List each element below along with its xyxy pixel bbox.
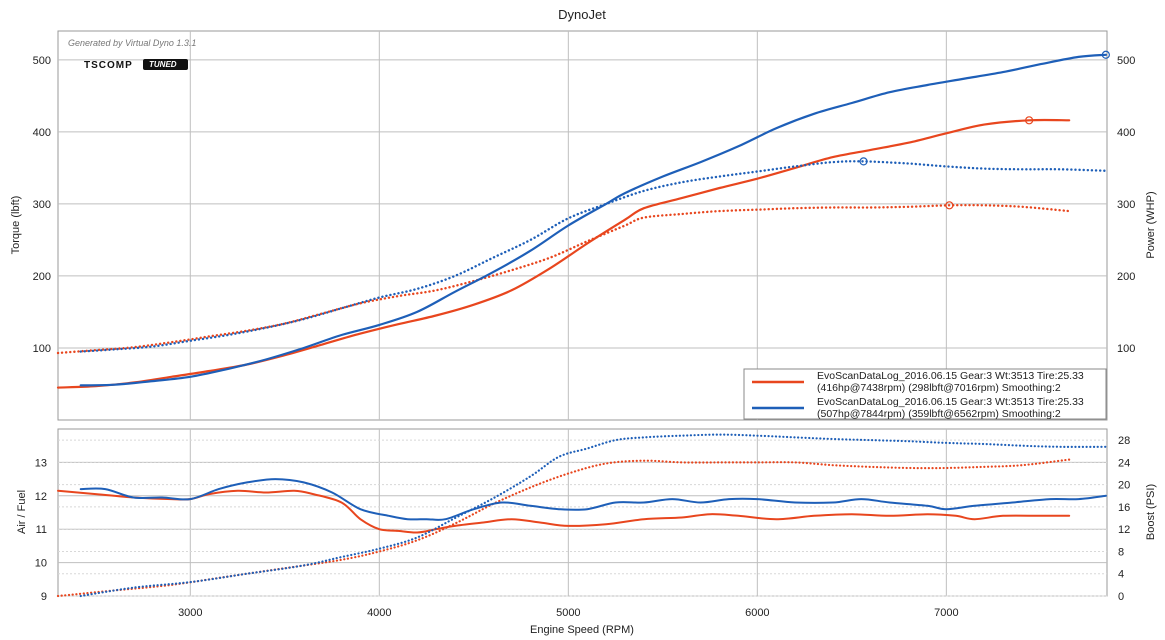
x-tick-labels: 3000 4000 5000 6000 7000 — [178, 607, 959, 619]
power-tick-200: 200 — [1117, 271, 1135, 283]
top-series-group — [56, 50, 1110, 389]
watermark-text: Generated by Virtual Dyno 1.3.1 — [68, 38, 196, 48]
logo-badge-text: TUNED — [149, 60, 177, 69]
legend-run1-line1: EvoScanDataLog_2016.06.15 Gear:3 Wt:3513… — [817, 370, 1084, 382]
tscomp-logo: TSCOMP TUNED — [84, 59, 188, 71]
torque-axis-label: Torque (lbft) — [10, 196, 22, 255]
series-run-1-torque — [56, 203, 1071, 355]
top-panel: 100 100 200 200 300 300 400 400 500 500 Generated… — [10, 30, 1157, 421]
boost-tick-4: 4 — [1118, 569, 1124, 581]
bottom-gridlines — [58, 429, 1107, 597]
power-axis-label: Power (WHP) — [1145, 191, 1157, 258]
boost-tick-20: 20 — [1118, 480, 1130, 492]
bottom-plot-area — [57, 428, 1108, 597]
afr-tick-11: 11 — [36, 524, 47, 536]
x-tick-3000: 3000 — [178, 607, 202, 619]
top-tick-labels: 100 100 200 200 300 300 400 400 500 500 — [33, 55, 1136, 355]
afr-tick-12: 12 — [35, 491, 47, 503]
top-plot-area — [57, 30, 1108, 421]
torque-tick-500: 500 — [33, 55, 51, 67]
afr-tick-9: 9 — [41, 591, 47, 603]
logo-badge — [143, 59, 188, 70]
afr-tick-10: 10 — [35, 558, 47, 570]
legend-box — [743, 368, 1107, 420]
series-run-2-power — [79, 53, 1107, 387]
top-gridlines — [58, 31, 1107, 420]
bottom-panel: 9 10 11 12 13 0 4 8 12 16 20 24 28 Air / Fuel Boost … — [16, 428, 1157, 603]
peak-marker-run-2-power — [1101, 50, 1110, 59]
legend-run2-line1: EvoScanDataLog_2016.06.15 Gear:3 Wt:3513… — [817, 396, 1084, 408]
series-run-2-boost — [79, 433, 1107, 598]
x-axis-label: Engine Speed (RPM) — [530, 624, 634, 636]
boost-tick-12: 12 — [1118, 524, 1130, 536]
logo-text: TSCOMP — [84, 60, 133, 71]
legend: EvoScanDataLog_2016.06.15 Gear:3 Wt:3513… — [743, 368, 1107, 420]
torque-tick-400: 400 — [33, 127, 51, 139]
afr-axis-label: Air / Fuel — [16, 490, 28, 534]
power-tick-300: 300 — [1117, 199, 1135, 211]
series-run-2-torque — [79, 160, 1108, 353]
series-run-2-afr — [79, 478, 1107, 521]
boost-axis-label: Boost (PSI) — [1145, 484, 1157, 540]
torque-tick-200: 200 — [33, 271, 51, 283]
peak-marker-run-1-power — [1025, 116, 1034, 125]
power-tick-500: 500 — [1117, 55, 1135, 67]
series-run-1-boost — [56, 458, 1071, 598]
boost-tick-24: 24 — [1118, 457, 1130, 469]
series-run-1-afr — [57, 489, 1071, 534]
power-tick-100: 100 — [1117, 343, 1135, 355]
boost-tick-0: 0 — [1118, 591, 1124, 603]
x-tick-4000: 4000 — [367, 607, 391, 619]
afr-tick-13: 13 — [35, 457, 47, 469]
torque-tick-100: 100 — [33, 343, 51, 355]
peak-marker-run-2-torque — [859, 157, 868, 166]
bottom-series-group — [56, 433, 1107, 598]
x-tick-7000: 7000 — [934, 607, 958, 619]
x-tick-6000: 6000 — [745, 607, 769, 619]
legend-run1-line2: (416hp@7438rpm) (298lbft@7016rpm) Smooth… — [817, 382, 1061, 394]
boost-tick-16: 16 — [1118, 502, 1130, 514]
x-tick-5000: 5000 — [556, 607, 580, 619]
bottom-tick-labels: 9 10 11 12 13 0 4 8 12 16 20 24 28 — [35, 435, 1131, 603]
boost-tick-8: 8 — [1118, 546, 1124, 558]
peak-marker-run-1-torque — [945, 201, 954, 210]
boost-tick-28: 28 — [1118, 435, 1130, 447]
chart-title: DynoJet — [558, 7, 606, 22]
torque-tick-300: 300 — [33, 199, 51, 211]
power-tick-400: 400 — [1117, 127, 1135, 139]
legend-run2-line2: (507hp@7844rpm) (359lbft@6562rpm) Smooth… — [817, 408, 1061, 420]
